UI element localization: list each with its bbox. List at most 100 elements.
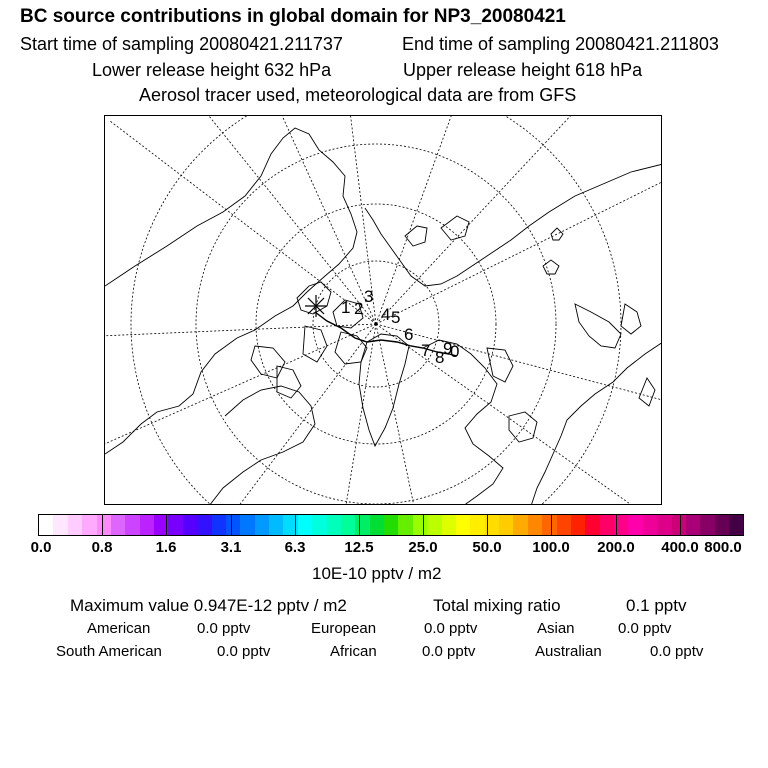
colorbar-segment bbox=[527, 515, 543, 535]
colorbar-segment bbox=[82, 515, 97, 535]
colorbar-tick-label: 3.1 bbox=[220, 539, 242, 556]
colorbar-tick-label: 25.0 bbox=[408, 539, 438, 556]
colorbar-segment bbox=[671, 515, 686, 535]
colorbar-segment bbox=[96, 515, 111, 535]
latitude-circle-50 bbox=[130, 116, 622, 504]
start-time: Start time of sampling 20080421.211737 bbox=[20, 34, 343, 54]
colorbar-segment bbox=[657, 515, 672, 535]
colorbar-units: 10E-10 pptv / m2 bbox=[312, 564, 442, 583]
colorbar-tick bbox=[616, 514, 617, 536]
colorbar-tick-label: 1.6 bbox=[155, 539, 177, 556]
colorbar-segment bbox=[441, 515, 456, 535]
colorbar bbox=[38, 514, 744, 536]
trajectory-label-5: 5 bbox=[391, 308, 400, 327]
trajectory-label-3: 3 bbox=[364, 287, 373, 306]
colorbar-tick bbox=[166, 514, 167, 536]
colorbar-tick-label: 800.0 bbox=[704, 539, 742, 556]
colorbar-segment bbox=[355, 515, 370, 535]
colorbar-tick bbox=[231, 514, 232, 536]
colorbar-tick bbox=[487, 514, 488, 536]
latitude-circle-80 bbox=[312, 260, 440, 388]
colorbar-segment bbox=[197, 515, 212, 535]
upper-release-height: Upper release height 618 hPa bbox=[403, 60, 643, 80]
trajectory-label-7: 7 bbox=[421, 341, 430, 360]
trajectory-label-6: 6 bbox=[404, 325, 413, 344]
colorbar-segment bbox=[67, 515, 83, 535]
colorbar-segment bbox=[542, 515, 557, 535]
trajectory-path bbox=[314, 311, 458, 357]
colorbar-segment bbox=[700, 515, 715, 535]
trajectory-label-4: 4 bbox=[381, 305, 390, 324]
colorbar-segment bbox=[628, 515, 643, 535]
colorbar-segment bbox=[297, 515, 313, 535]
region-american-value: 0.0 pptv bbox=[197, 620, 251, 637]
colorbar-segment bbox=[570, 515, 586, 535]
colorbar-segment bbox=[470, 515, 485, 535]
colorbar-segment bbox=[398, 515, 413, 535]
colorbar-tick-label: 200.0 bbox=[597, 539, 635, 556]
colorbar-tick-label: 50.0 bbox=[472, 539, 502, 556]
colorbar-segment bbox=[455, 515, 471, 535]
colorbar-segment bbox=[312, 515, 327, 535]
colorbar-tick bbox=[423, 514, 424, 536]
trajectory: 1 2 3 4 5 6 7 8 9 0 bbox=[305, 287, 459, 367]
region-australian-name: Australian bbox=[535, 643, 602, 660]
colorbar-segment bbox=[599, 515, 614, 535]
latitude-circle-60 bbox=[195, 143, 557, 504]
colorbar-segment bbox=[125, 515, 140, 535]
region-american-name: American bbox=[87, 620, 151, 637]
colorbar-segment bbox=[340, 515, 356, 535]
colorbar-segment bbox=[585, 515, 600, 535]
region-european-name: European bbox=[311, 620, 377, 637]
colorbar-tick bbox=[680, 514, 681, 536]
colorbar-segment bbox=[513, 515, 528, 535]
colorbar-segment bbox=[110, 515, 126, 535]
end-time: End time of sampling 20080421.211803 bbox=[402, 34, 719, 54]
colorbar-segment bbox=[225, 515, 241, 535]
colorbar-segment bbox=[484, 515, 499, 535]
colorbar-segment bbox=[499, 515, 514, 535]
colorbar-segment bbox=[53, 515, 68, 535]
colorbar-segment bbox=[326, 515, 341, 535]
colorbar-tick bbox=[359, 514, 360, 536]
colorbar-tick-label: 12.5 bbox=[344, 539, 374, 556]
colorbar-tick-label: 6.3 bbox=[284, 539, 306, 556]
trajectory-labels: 1 2 3 4 5 6 7 8 9 0 bbox=[341, 287, 459, 367]
polar-map: 1 2 3 4 5 6 7 8 9 0 bbox=[104, 115, 662, 505]
colorbar-segment bbox=[427, 515, 442, 535]
colorbar-segment bbox=[269, 515, 284, 535]
region-australian-value: 0.0 pptv bbox=[650, 643, 704, 660]
meridians bbox=[105, 116, 661, 504]
colorbar-segment bbox=[254, 515, 269, 535]
colorbar-segment bbox=[139, 515, 154, 535]
region-african-name: African bbox=[330, 643, 377, 660]
colorbar-tick bbox=[295, 514, 296, 536]
colorbar-segment bbox=[614, 515, 629, 535]
colorbar-tick-label: 0.0 bbox=[30, 539, 52, 556]
colorbar-segment bbox=[556, 515, 571, 535]
colorbar-segment bbox=[168, 515, 183, 535]
region-south-american-value: 0.0 pptv bbox=[217, 643, 271, 660]
colorbar-segment bbox=[714, 515, 729, 535]
latitude-circles bbox=[130, 116, 622, 504]
trajectory-label-9: 9 bbox=[443, 339, 452, 358]
colorbar-tick bbox=[551, 514, 552, 536]
trajectory-label-1: 1 bbox=[341, 298, 350, 317]
colorbar-segment bbox=[39, 515, 54, 535]
plot-title: BC source contributions in global domain… bbox=[20, 6, 566, 27]
colorbar-tick-label: 400.0 bbox=[661, 539, 699, 556]
colorbar-tick-label: 0.8 bbox=[91, 539, 113, 556]
colorbar-segment bbox=[369, 515, 384, 535]
trajectory-label-0: 0 bbox=[450, 342, 459, 361]
colorbar-segment bbox=[642, 515, 658, 535]
colorbar-segment bbox=[211, 515, 226, 535]
colorbar-segment bbox=[729, 515, 744, 535]
tracer-info: Aerosol tracer used, meteorological data… bbox=[139, 85, 577, 105]
colorbar-segment bbox=[240, 515, 255, 535]
total-mixing-ratio-label: Total mixing ratio bbox=[433, 596, 561, 615]
lower-release-height: Lower release height 632 hPa bbox=[92, 60, 332, 80]
region-european-value: 0.0 pptv bbox=[424, 620, 478, 637]
region-asian-value: 0.0 pptv bbox=[618, 620, 672, 637]
colorbar-tick-label: 100.0 bbox=[532, 539, 570, 556]
colorbar-segment bbox=[412, 515, 428, 535]
